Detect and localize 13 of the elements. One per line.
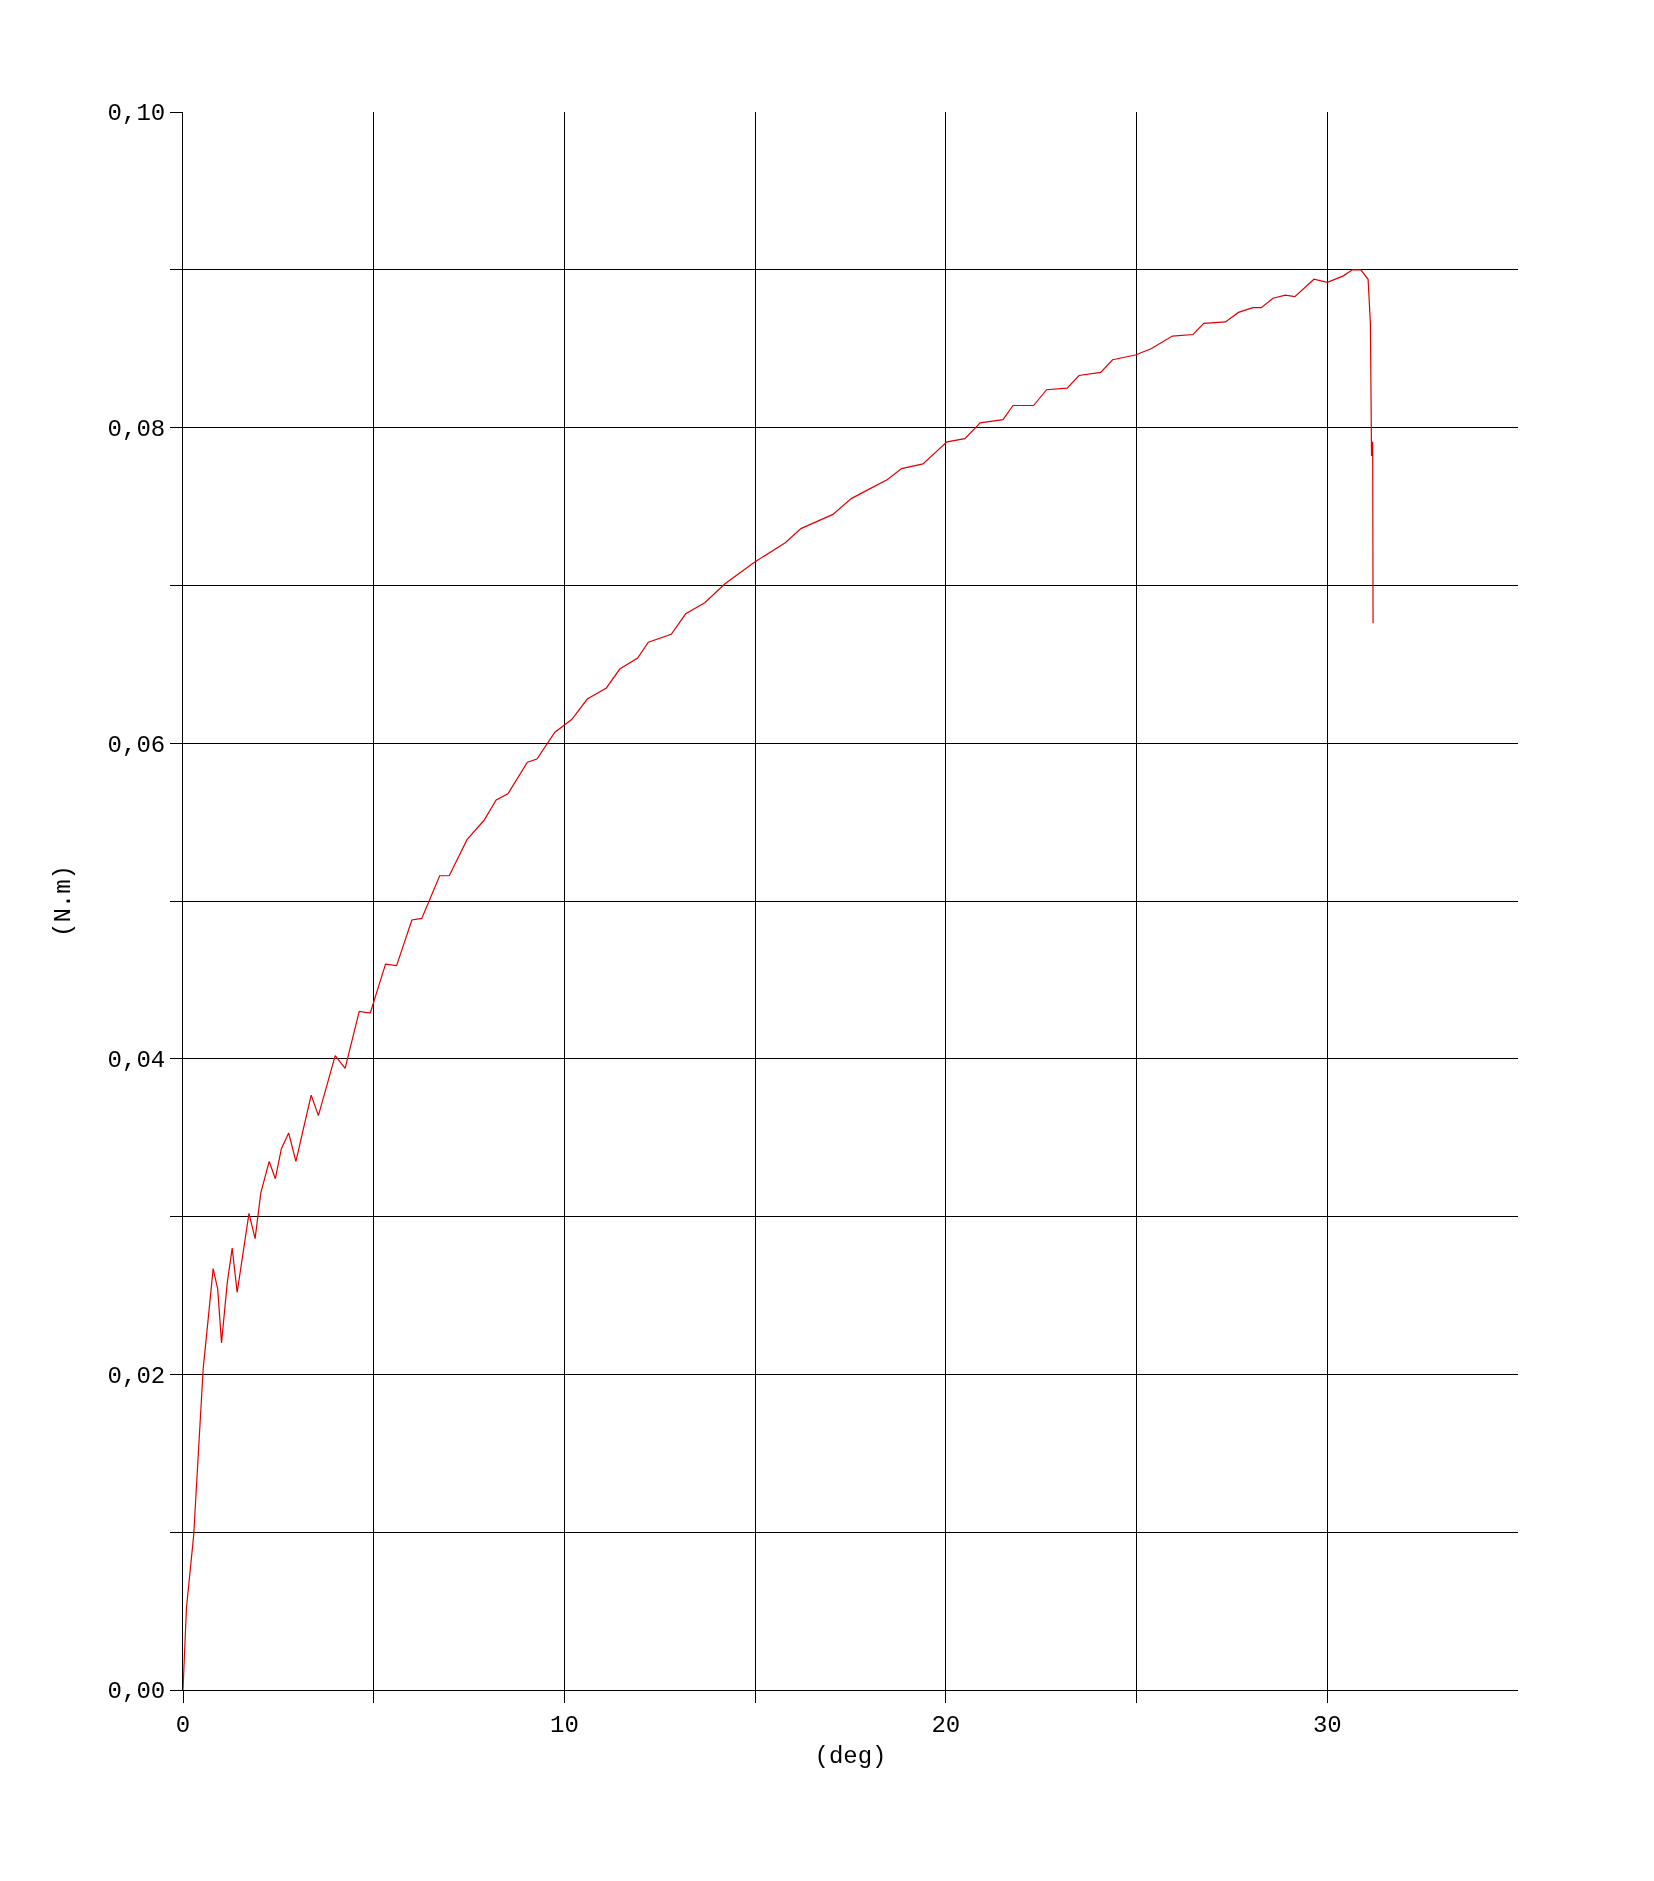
y-tick-label: 0,02 [107, 1362, 166, 1390]
x-tick-label: 30 [1312, 1711, 1342, 1739]
y-tick-label: 0,08 [107, 416, 166, 443]
y-axis-title: (N.m) [49, 864, 77, 938]
y-tick-label: 0,10 [107, 100, 166, 128]
x-tick-label: 0 [175, 1711, 191, 1739]
x-axis-title: (deg) [814, 1743, 887, 1771]
y-tick-label: 0,06 [107, 731, 166, 759]
line-series [183, 269, 1374, 1690]
y-tick-label: 0,00 [107, 1678, 166, 1706]
x-tick-label: 20 [931, 1711, 961, 1739]
y-tick-label: 0,04 [107, 1047, 166, 1075]
x-tick-label: 10 [550, 1711, 579, 1739]
